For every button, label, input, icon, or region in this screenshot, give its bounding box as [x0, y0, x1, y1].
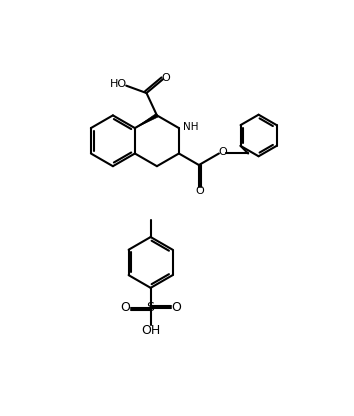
Text: HO: HO [110, 79, 127, 89]
Text: O: O [218, 147, 227, 157]
Text: O: O [162, 73, 171, 83]
Text: O: O [171, 301, 181, 314]
Text: O: O [120, 301, 130, 314]
Text: NH: NH [183, 122, 198, 132]
Polygon shape [135, 114, 158, 128]
Text: O: O [195, 186, 204, 196]
Text: S: S [147, 301, 155, 314]
Text: OH: OH [141, 324, 160, 337]
